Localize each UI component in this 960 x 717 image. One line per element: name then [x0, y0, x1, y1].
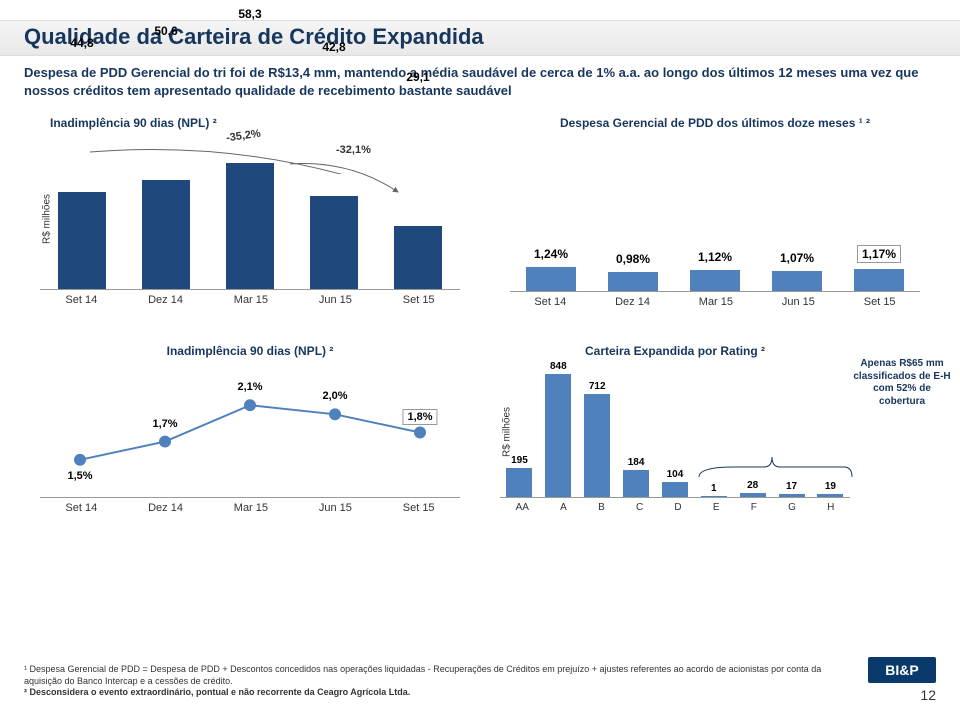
chart4-bar-label: 848 [550, 361, 567, 372]
logo: BI&P [868, 657, 936, 683]
chart3-point-label: 1,8% [402, 409, 437, 425]
page-number: 12 [920, 687, 936, 703]
chart4-xlabel: D [674, 502, 681, 513]
chart4-xlabel: F [751, 502, 757, 513]
chart2-title: Despesa Gerencial de PDD dos últimos doz… [510, 116, 920, 132]
chart4-xlabel: AA [516, 502, 529, 513]
chart4-xlabel: H [827, 502, 834, 513]
chart1-bar-rect [58, 192, 106, 288]
chart2-bar-label: 1,12% [698, 250, 732, 264]
chart4-xlabel: G [788, 502, 796, 513]
chart1-bar-label: 50,6 [154, 24, 177, 38]
chart2-bar: 1,24% [526, 141, 576, 291]
chart-inadimplencia-abs: Inadimplência 90 dias (NPL) ² -35,2% R$ … [40, 116, 460, 306]
chart3-point-label: 2,1% [237, 381, 262, 393]
chart4-xlabel: A [560, 502, 567, 513]
chart3-marker [74, 453, 86, 465]
chart1-bar-rect [226, 163, 274, 289]
chart2-bar-rect [526, 267, 576, 290]
footnotes: ¹ Despesa Gerencial de PDD = Despesa de … [24, 664, 850, 699]
chart4-bar: 848 [545, 367, 571, 497]
chart2-bar-label: 0,98% [616, 252, 650, 266]
chart1-xlabel: Set 14 [65, 294, 97, 306]
chart1-bar: 50,6 [142, 149, 190, 289]
chart2-xlabel: Set 15 [864, 296, 896, 308]
chart2-bar-label: 1,24% [534, 247, 568, 261]
chart1-bar-rect [394, 226, 442, 289]
chart3-xlabel: Jun 15 [319, 502, 352, 514]
chart4-bar: 184 [623, 367, 649, 497]
chart4-bar: 104 [662, 367, 688, 497]
chart2-bar-rect [854, 269, 904, 291]
chart4-xlabel: B [598, 502, 605, 513]
chart1-xlabel: Jun 15 [319, 294, 352, 306]
chart1-xlabel: Dez 14 [148, 294, 183, 306]
chart4-xlabel: C [636, 502, 643, 513]
footnote-2: ² Desconsidera o evento extraordinário, … [24, 687, 850, 699]
chart4-bar-rect [506, 468, 532, 496]
chart4-bar-rect [545, 374, 571, 496]
chart1-bar-label: 58,3 [238, 7, 261, 21]
chart4-brace [694, 452, 864, 502]
chart3-point-label: 2,0% [322, 390, 347, 402]
chart1-bar: 29,1 [394, 149, 442, 289]
chart3-line [80, 405, 420, 460]
chart-despesa-pdd: Despesa Gerencial de PDD dos últimos doz… [510, 116, 920, 308]
chart1-xlabel: Mar 15 [234, 294, 268, 306]
chart3-xlabel: Set 15 [403, 502, 435, 514]
chart3-point-label: 1,5% [67, 470, 92, 482]
chart2-bar-rect [690, 270, 740, 291]
chart4-bar-label: 184 [628, 457, 645, 468]
chart4-bar-rect [584, 394, 610, 497]
chart2-xlabel: Jun 15 [782, 296, 815, 308]
chart4-title: Carteira Expandida por Rating ² [500, 344, 850, 360]
chart3-marker [329, 408, 341, 420]
chart3-marker [414, 426, 426, 438]
logo-text: BI&P [885, 662, 918, 678]
chart2-bar: 1,07% [772, 141, 822, 291]
chart4-bar-rect [662, 482, 688, 497]
chart3-xlabel: Set 14 [65, 502, 97, 514]
chart2-bar-rect [772, 271, 822, 291]
chart1-bar-rect [310, 196, 358, 288]
chart2-xlabel: Set 14 [534, 296, 566, 308]
chart4-side-note: Apenas R$65 mm classificados de E-H com … [852, 358, 952, 408]
chart1-bar: 42,8 [310, 149, 358, 289]
chart2-bar: 1,17% [854, 141, 904, 291]
chart4-bar-label: 104 [667, 469, 684, 480]
chart2-bar: 0,98% [608, 141, 658, 291]
chart2-bar-label: 1,07% [780, 251, 814, 265]
chart1-bar-label: 29,1 [406, 70, 429, 84]
chart2-xlabel: Dez 14 [615, 296, 650, 308]
chart1-bar: 44,8 [58, 149, 106, 289]
chart2-bar: 1,12% [690, 141, 740, 291]
chart4-bar-label: 195 [511, 455, 528, 466]
chart3-point-label: 1,7% [152, 418, 177, 430]
chart2-bar-rect [608, 272, 658, 290]
chart4-xlabel: E [713, 502, 720, 513]
chart1-bar-label: 42,8 [322, 40, 345, 54]
chart1-bar-rect [142, 180, 190, 289]
chart3-marker [159, 435, 171, 447]
chart3-xlabel: Mar 15 [234, 502, 268, 514]
chart4-bar-rect [623, 470, 649, 497]
chart1-xlabel: Set 15 [403, 294, 435, 306]
chart3-xlabel: Dez 14 [148, 502, 183, 514]
chart1-ylabel: R$ milhões [42, 194, 53, 244]
chart4-bar: 712 [584, 367, 610, 497]
chart1-bar: 58,3 [226, 149, 274, 289]
chart1-bar-label: 44,8 [70, 36, 93, 50]
chart2-bar-label: 1,17% [857, 245, 901, 263]
chart3-marker [244, 399, 256, 411]
chart4-bar: 195 [506, 367, 532, 497]
chart4-bar-label: 712 [589, 381, 606, 392]
chart-inadimplencia-pct: Inadimplência 90 dias (NPL) ² 1,5% 1,7% 2,… [40, 344, 460, 514]
chart3-title: Inadimplência 90 dias (NPL) ² [40, 344, 460, 360]
chart2-xlabel: Mar 15 [699, 296, 733, 308]
footnote-1: ¹ Despesa Gerencial de PDD = Despesa de … [24, 664, 850, 687]
page-subtitle: Despesa de PDD Gerencial do tri foi de R… [24, 64, 936, 99]
